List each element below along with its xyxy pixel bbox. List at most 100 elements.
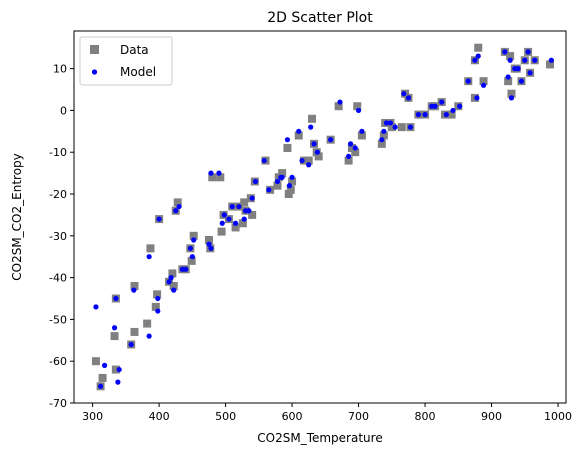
model-point — [191, 237, 197, 243]
model-point — [246, 208, 252, 214]
legend-label-data: Data — [120, 43, 149, 57]
model-point — [226, 216, 232, 222]
model-point — [474, 95, 480, 101]
data-point — [288, 177, 297, 186]
model-point — [306, 162, 312, 168]
model-point — [241, 216, 247, 222]
model-point — [166, 279, 172, 285]
data-point — [334, 102, 343, 111]
model-point — [345, 153, 352, 159]
model-point — [379, 137, 385, 143]
y-tick-label: -70 — [49, 397, 67, 410]
x-tick-label: 600 — [282, 410, 303, 423]
data-point — [286, 185, 295, 194]
model-point — [286, 183, 293, 189]
model-point — [146, 254, 152, 260]
model-point — [518, 78, 525, 84]
legend-box — [79, 36, 173, 86]
data-point — [546, 60, 555, 69]
y-axis-label: CO2SM_CO2_Entropy — [10, 153, 24, 281]
data-point — [238, 219, 247, 228]
legend-marker-data — [90, 45, 99, 54]
y-tick-label: -60 — [49, 355, 67, 368]
model-point — [450, 107, 456, 114]
model-point — [187, 245, 193, 251]
model-point — [311, 141, 317, 147]
model-point — [101, 362, 108, 368]
data-point — [283, 144, 292, 153]
model-point — [383, 120, 390, 126]
y-tick-label: -40 — [49, 272, 67, 285]
x-axis-label: CO2SM_Temperature — [257, 431, 382, 445]
data-point — [504, 77, 513, 86]
data-point — [143, 319, 152, 328]
data-point — [216, 173, 225, 182]
model-point — [219, 220, 225, 226]
data-point — [98, 373, 107, 382]
data-point — [379, 131, 388, 140]
data-point — [208, 173, 217, 182]
model-point — [515, 66, 521, 72]
model-point — [155, 295, 161, 302]
model-point — [475, 53, 481, 59]
data-point — [397, 123, 406, 132]
model-point — [189, 254, 195, 260]
model-point — [146, 333, 152, 339]
model-point — [131, 287, 137, 293]
model-point — [296, 128, 302, 134]
model-point — [405, 95, 412, 101]
model-point — [422, 111, 428, 118]
model-point — [381, 128, 387, 134]
model-point — [208, 170, 214, 176]
y-tick-label: -10 — [49, 146, 67, 159]
model-point — [522, 57, 528, 63]
y-tick-label: -20 — [49, 188, 67, 201]
model-point — [229, 203, 235, 210]
data-point — [284, 190, 293, 199]
model-point — [548, 57, 554, 63]
data-point — [273, 181, 282, 190]
model-point — [415, 111, 421, 118]
model-point — [93, 304, 99, 310]
data-point — [506, 52, 515, 61]
model-point — [206, 241, 212, 247]
y-tick-label: 10 — [53, 63, 67, 76]
legend-label-model: Model — [120, 65, 156, 79]
data-point — [344, 156, 353, 165]
model-point — [97, 383, 104, 389]
legend-marker-model — [91, 69, 98, 75]
data-point — [351, 148, 360, 157]
model-point — [173, 208, 179, 214]
model-point — [116, 366, 122, 373]
model-point — [337, 99, 343, 105]
data-point — [479, 77, 488, 86]
model-point — [221, 212, 227, 218]
model-point — [532, 57, 538, 63]
x-tick-label: 500 — [215, 410, 236, 423]
data-point — [447, 110, 456, 119]
model-point — [525, 49, 531, 55]
model-point — [480, 82, 487, 88]
model-point — [252, 178, 259, 185]
data-point — [110, 332, 119, 341]
model-point — [457, 103, 463, 109]
model-point — [176, 203, 182, 210]
x-tick-label: 800 — [415, 410, 436, 423]
model-point — [401, 91, 407, 97]
plot-area-frame — [73, 30, 567, 404]
data-point — [507, 89, 516, 98]
data-point — [187, 256, 196, 265]
model-point — [168, 275, 174, 281]
model-point — [432, 103, 438, 109]
data-point — [204, 235, 213, 244]
model-point — [472, 57, 478, 63]
model-point — [279, 174, 285, 180]
plot-points — [91, 43, 555, 391]
model-point — [439, 99, 445, 105]
model-point — [249, 195, 255, 201]
model-point — [111, 325, 118, 331]
data-point — [353, 102, 362, 111]
model-point — [347, 141, 354, 147]
model-point — [261, 157, 267, 164]
data-point — [153, 290, 162, 299]
